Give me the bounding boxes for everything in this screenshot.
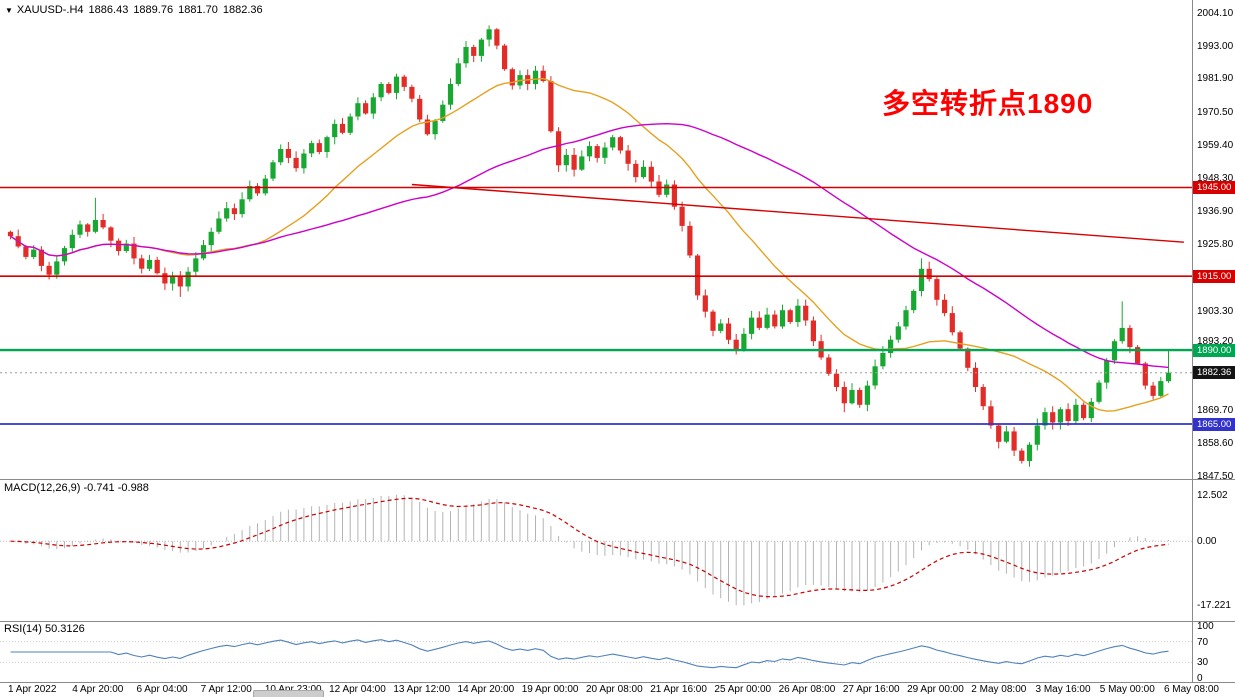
open-value: 1886.43 <box>88 4 129 16</box>
price-axis-label: 1869.70 <box>1197 405 1234 417</box>
time-axis-label: 4 Apr 20:00 <box>72 684 124 695</box>
price-axis-label: 1981.90 <box>1197 73 1234 85</box>
price-axis-label: 1858.60 <box>1197 437 1234 449</box>
price-axis-label: 1993.00 <box>1197 40 1234 52</box>
price-axis-label: 1893.20 <box>1197 335 1234 347</box>
macd-scale-label: 12.502 <box>1197 489 1228 501</box>
macd-signal-line <box>10 497 1169 598</box>
price-axis-label: 1847.50 <box>1197 470 1234 482</box>
time-axis-label: 6 Apr 04:00 <box>136 684 188 695</box>
price-axis-label: 1936.90 <box>1197 206 1234 218</box>
macd-panel-canvas[interactable] <box>0 480 1192 621</box>
time-axis-label: 14 Apr 20:00 <box>457 684 515 695</box>
price-axis-label: 1948.30 <box>1197 172 1234 184</box>
collapse-icon[interactable]: ▼ <box>5 6 13 15</box>
symbol-label: XAUUSD-.H4 <box>16 4 84 16</box>
rsi-name: RSI(14) <box>4 623 42 635</box>
high-value: 1889.76 <box>133 4 174 16</box>
time-axis-label: 2 May 08:00 <box>971 684 1027 695</box>
price-axis-label: 1959.40 <box>1197 139 1234 151</box>
time-axis-label: 19 Apr 00:00 <box>521 684 579 695</box>
price-level-badge: 1882.36 <box>1193 366 1235 380</box>
rsi-scale-label: 100 <box>1197 621 1214 632</box>
price-level-badge: 1945.00 <box>1193 180 1235 194</box>
descending-trendline[interactable] <box>411 183 1184 243</box>
macd-values: -0.741 -0.988 <box>83 482 149 494</box>
macd-scale-label: 0.00 <box>1197 536 1217 548</box>
price-level-badge: 1915.00 <box>1193 269 1235 283</box>
time-axis-label: 26 Apr 08:00 <box>778 684 836 695</box>
time-axis-label: 3 May 16:00 <box>1035 684 1091 695</box>
time-axis[interactable]: 1 Apr 2022 4 Apr 20:00 6 Apr 04:00 7 Apr 12… <box>0 684 1235 697</box>
ohlc-readout: ▼ XAUUSD-.H4 1886.43 1889.76 1881.70 1882.36 <box>5 4 268 16</box>
rsi-scale-label: 30 <box>1197 657 1209 669</box>
price-axis-label: 1970.50 <box>1197 107 1234 119</box>
annotation-text: 多空转折点1890 <box>882 88 1094 119</box>
rsi-value: 50.3126 <box>44 623 85 635</box>
time-axis-label: 7 Apr 12:00 <box>200 684 252 695</box>
time-axis-label: 29 Apr 00:00 <box>907 684 964 695</box>
macd-scale-label: -17.221 <box>1197 600 1231 612</box>
panel-divider <box>0 621 1235 622</box>
rsi-scale-label: 0 <box>1197 673 1203 684</box>
time-axis-label: 12 Apr 04:00 <box>329 684 386 695</box>
time-axis-label: 1 Apr 2022 <box>8 684 57 695</box>
time-axis-label: 25 Apr 00:00 <box>714 684 772 695</box>
close-value: 1882.36 <box>222 4 263 16</box>
time-axis-label: 13 Apr 12:00 <box>393 684 451 695</box>
time-axis-label: 5 May 00:00 <box>1099 684 1155 695</box>
price-axis-label: 1903.30 <box>1197 305 1234 317</box>
price-axis-separator <box>1192 0 1193 683</box>
macd-histogram <box>17 494 1169 606</box>
time-axis-label: 20 Apr 08:00 <box>585 684 643 695</box>
ma-20-line <box>10 77 1169 412</box>
rsi-panel-canvas[interactable] <box>0 622 1192 682</box>
panel-divider <box>0 479 1235 480</box>
time-axis-label: 10 Apr 23:00 <box>265 684 322 695</box>
time-axis-label: 21 Apr 16:00 <box>650 684 707 695</box>
ma-55-line <box>10 122 1169 369</box>
price-axis[interactable]: 2004.10 1993.00 1981.90 1970.50 1959.40 1948.… <box>1193 0 1235 697</box>
horizontal-scrollbar-thumb[interactable] <box>253 690 324 697</box>
time-axis-divider <box>0 682 1235 683</box>
price-level-badge: 1890.00 <box>1193 343 1235 357</box>
price-axis-label: 1925.80 <box>1197 239 1234 251</box>
main-chart-canvas[interactable] <box>0 0 1192 479</box>
low-value: 1881.70 <box>178 4 218 16</box>
rsi-label: RSI(14) 50.3126 <box>4 623 85 635</box>
price-axis-label: 2004.10 <box>1197 7 1234 19</box>
rsi-line <box>10 639 1169 669</box>
time-axis-label: 6 May 08:00 <box>1163 684 1219 695</box>
rsi-scale-label: 70 <box>1197 636 1209 648</box>
price-level-badge: 1865.00 <box>1193 417 1235 431</box>
macd-name: MACD(12,26,9) <box>4 482 81 494</box>
time-axis-label: 27 Apr 16:00 <box>842 684 900 695</box>
macd-label: MACD(12,26,9) -0.741 -0.988 <box>4 482 149 494</box>
